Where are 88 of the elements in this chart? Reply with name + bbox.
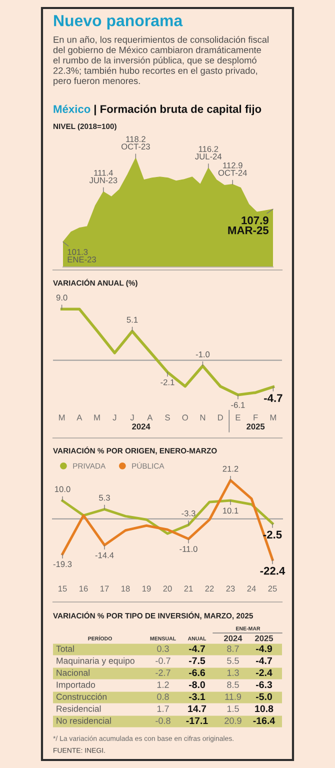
annotation: 2025 <box>246 424 265 430</box>
data-label: 5.3 <box>99 494 110 501</box>
data-label: 21.2 <box>222 466 238 472</box>
data-label: 10.1 <box>223 508 238 514</box>
category-label: Maquinaria y equipo <box>56 657 134 666</box>
text: -0.8 <box>156 718 170 724</box>
x-tick-label: E <box>236 414 240 420</box>
x-tick-label: F <box>254 414 258 420</box>
data-label: -1.0 <box>196 351 210 358</box>
x-tick-label: 18 <box>122 586 130 592</box>
annotation: 2024 <box>132 424 150 430</box>
text: 1.2 <box>157 682 169 688</box>
x-tick-label: S <box>165 414 170 420</box>
text: 11.9 <box>225 694 242 700</box>
data-label: 5.1 <box>126 316 138 323</box>
text: -4.7 <box>256 657 272 664</box>
text: México <box>54 104 90 113</box>
text: 0.8 <box>157 694 169 700</box>
x-tick-label: 15 <box>58 586 67 592</box>
chart-subtitle: En un año, los requerimientos de consolidación fiscal del gobierno de México cambiaron dramáticamente el rumbo de la inversión pública, que se desplomó 22.3%; también hubo recortes en el gasto privado, pero fueron menores. <box>53 36 268 86</box>
x-tick-label: A <box>147 414 153 420</box>
text: 10.8 <box>255 705 274 712</box>
data-label: -3.3 <box>182 510 196 516</box>
category-label: Total <box>56 645 74 652</box>
x-tick-label: 19 <box>142 586 151 592</box>
category-label: 2025 <box>255 635 274 642</box>
data-label: -4.7 <box>264 394 282 402</box>
data-label: 111.4 JUN-23 <box>89 170 118 184</box>
text: 20.9 <box>224 718 242 724</box>
text: 5.5 <box>227 658 239 664</box>
category-label: 2024 <box>224 635 242 642</box>
text: -17.1 <box>186 717 208 724</box>
data-label: 10.0 <box>55 486 70 492</box>
text: -3.1 <box>189 693 206 700</box>
category-label: Residencial <box>56 705 101 712</box>
category-label: No residencial <box>56 717 111 724</box>
x-tick-label: A <box>76 414 82 420</box>
x-tick-label: J <box>112 414 116 420</box>
category-label: Nacional <box>56 669 90 676</box>
x-tick-label: O <box>182 414 188 420</box>
x-tick-label: 20 <box>163 586 172 592</box>
text: -2.7 <box>156 670 170 676</box>
chart-title: Nuevo panorama <box>54 15 183 30</box>
data-label: 9.0 <box>56 294 68 301</box>
data-label: 112.9 OCT-24 <box>218 162 247 176</box>
data-label: -19.3 <box>53 561 72 568</box>
text: -6.3 <box>256 681 272 688</box>
x-tick-label: 17 <box>100 586 109 592</box>
x-tick-label: 21 <box>184 586 193 592</box>
text: 1.3 <box>227 670 239 676</box>
data-label: -6.1 <box>231 402 245 408</box>
text: | Formación bruta de capital fijo <box>94 104 262 116</box>
text: -6.6 <box>189 669 206 676</box>
x-tick-label: M <box>94 414 100 420</box>
data-label: 118.2 OCT-23 <box>122 136 150 150</box>
text: -5.0 <box>256 693 272 700</box>
x-tick-label: N <box>200 414 206 420</box>
text: -4.7 <box>189 645 205 652</box>
text: 14.7 <box>188 705 206 712</box>
data-label: -22.4 <box>260 566 286 575</box>
data-label: 116.2 JUL-24 <box>195 146 222 160</box>
data-label: -14.4 <box>95 552 114 558</box>
x-tick-label: 22 <box>205 586 214 592</box>
x-tick-label: 24 <box>247 586 256 592</box>
text: 0.3 <box>157 646 169 652</box>
x-tick-label: M <box>59 414 65 420</box>
data-label: -11.0 <box>180 546 198 552</box>
x-tick-label: J <box>130 414 134 420</box>
text: 1.7 <box>157 706 169 712</box>
x-tick-label: D <box>218 414 223 420</box>
text: 8.7 <box>227 646 239 652</box>
x-tick-label: M <box>270 414 276 420</box>
text: 1.5 <box>227 706 239 712</box>
data-label: 107.9 MAR-25 <box>228 216 269 234</box>
category-label: Importado <box>56 681 96 690</box>
text: -2.4 <box>256 669 272 676</box>
category-label: Construcción <box>56 693 106 700</box>
text: -4.9 <box>256 645 272 652</box>
text: -16.4 <box>253 717 276 724</box>
x-tick-label: 16 <box>80 586 88 592</box>
data-label: -2.1 <box>160 379 174 386</box>
text: 8.5 <box>227 682 239 688</box>
text: -8.0 <box>189 681 205 688</box>
x-tick-label: 25 <box>268 586 277 592</box>
text: -0.7 <box>156 658 170 664</box>
text: -7.5 <box>189 657 206 664</box>
x-tick-label: 23 <box>226 586 235 592</box>
data-label: 101.3 ENE-23 <box>68 249 96 262</box>
